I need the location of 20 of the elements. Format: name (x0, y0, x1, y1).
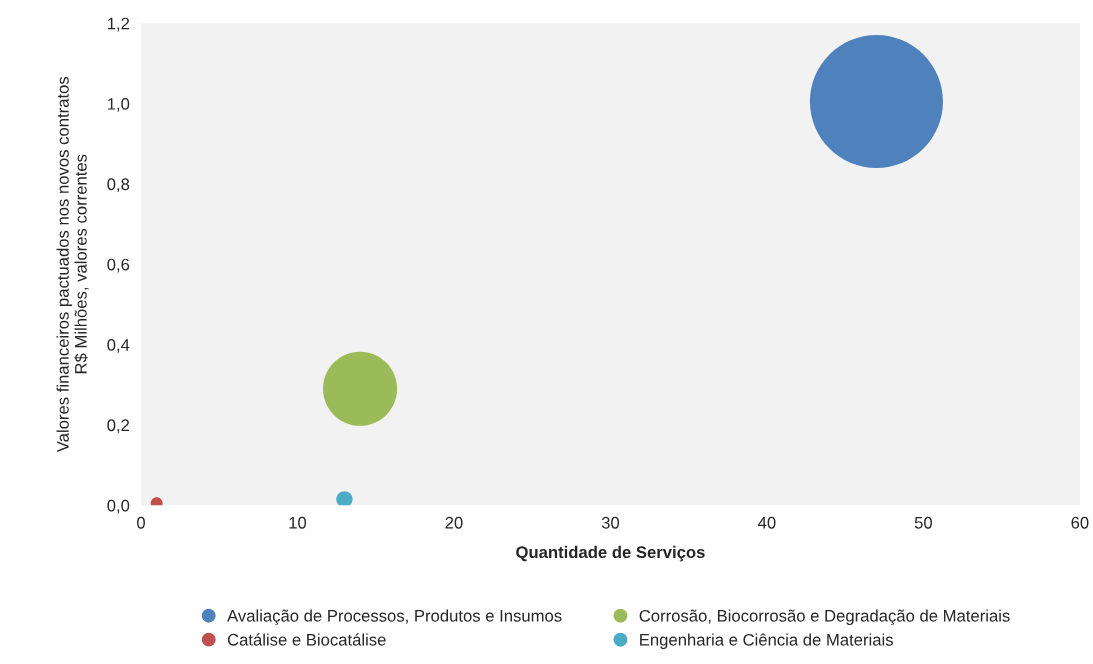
x-tick-label: 50 (914, 516, 933, 529)
x-tick-label: 0 (137, 516, 145, 529)
y-axis-title: Valores financeiros pactuados nos novos contratos R$ Milhões, valores correntes (56, 76, 89, 453)
legend-label: Catálise e Biocatálise (227, 633, 386, 646)
x-tick-label: 30 (601, 516, 620, 529)
legend-label: Engenharia e Ciência de Materiais (640, 633, 893, 649)
legend-label: Avaliação de Processos, Produtos e Insumos (227, 609, 562, 626)
x-axis-title: Quantidade de Serviços (516, 545, 705, 562)
y-tick-label: 1,2 (107, 17, 130, 32)
y-tick-label: 1,0 (107, 97, 130, 112)
y-tick-label: 0,8 (107, 178, 130, 193)
legend-label: Corrosão, Biocorrosão e Degradação de Materiais (639, 609, 1010, 626)
x-tick-label: 20 (445, 516, 463, 529)
x-tick-label: 10 (289, 516, 307, 529)
x-tick-label: 40 (758, 516, 776, 529)
x-tick-label: 60 (1071, 516, 1089, 529)
y-tick-label: 0,6 (107, 258, 130, 273)
y-tick-label: 0,0 (107, 499, 130, 514)
y-tick-label: 0,4 (107, 339, 130, 353)
y-tick-label: 0,2 (107, 419, 130, 434)
